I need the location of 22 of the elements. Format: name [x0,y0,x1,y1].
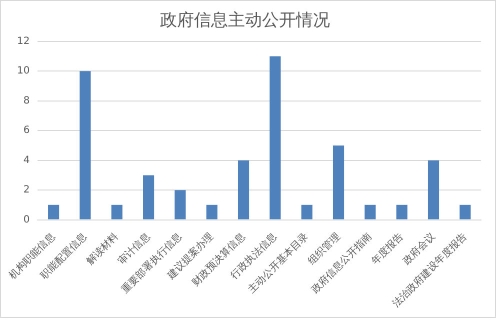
bar [270,56,281,220]
bar [364,204,376,220]
bar [80,71,91,220]
bar [396,204,408,220]
bar [238,160,250,220]
bar [206,204,218,220]
chart-title: 政府信息主动公开情况 [160,10,330,31]
bar [332,145,344,220]
y-tick-label: 4 [23,154,30,166]
bar [143,175,154,220]
y-tick-label: 2 [23,184,30,196]
bar [428,160,440,220]
y-tick-label: 6 [23,125,30,136]
y-tick-label: 10 [16,66,30,77]
y-tick-label: 8 [23,95,30,106]
bar [48,204,60,220]
bar [174,190,186,220]
y-tick-label: 12 [16,36,30,47]
y-tick-label: 0 [23,214,30,226]
bar [111,204,122,220]
bar [301,204,312,220]
bar [460,204,471,220]
